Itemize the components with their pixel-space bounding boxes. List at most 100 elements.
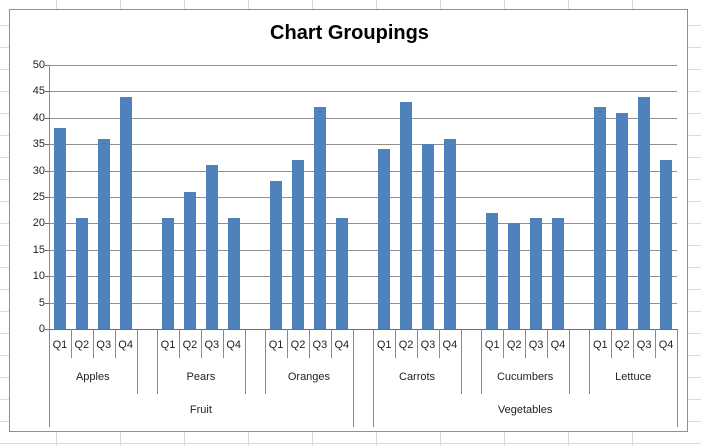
bar-lettuce-q2[interactable] <box>616 113 629 329</box>
quarter-label: Q2 <box>614 339 630 351</box>
y-axis-label: 5 <box>38 297 45 309</box>
quarter-label: Q4 <box>442 339 458 351</box>
bar-oranges-q4[interactable] <box>335 218 348 329</box>
gridline <box>49 118 677 119</box>
quarter-separator-line <box>417 329 419 358</box>
quarter-separator-line <box>287 329 289 358</box>
y-axis-label: 0 <box>38 323 45 335</box>
bar-cucumbers-q4[interactable] <box>551 218 564 329</box>
bar-pears-q3[interactable] <box>205 165 218 329</box>
y-axis-tick <box>45 91 49 92</box>
quarter-separator-line <box>200 329 202 358</box>
x-axis-line <box>49 329 677 330</box>
group-boundary-line <box>460 329 462 394</box>
gridline <box>49 303 677 304</box>
quarter-separator-line <box>547 329 549 358</box>
bar-apples-q4[interactable] <box>119 97 132 329</box>
y-axis-label: 10 <box>32 270 45 282</box>
quarter-label: Q2 <box>74 339 90 351</box>
y-axis-label: 15 <box>32 244 45 256</box>
bar-chart[interactable]: Chart Groupings 0 5 10 15 20 25 30 35 40 45 50 Q1 Q2… <box>9 9 688 432</box>
quarter-label: Q3 <box>528 339 544 351</box>
bar-pears-q2[interactable] <box>183 192 196 329</box>
quarter-separator-line <box>395 329 397 358</box>
y-axis-tick <box>45 171 49 172</box>
quarter-separator-line <box>330 329 332 358</box>
quarter-separator-line <box>438 329 440 358</box>
category-boundary-line <box>677 329 678 427</box>
gridline <box>49 171 677 172</box>
y-axis-tick <box>45 276 49 277</box>
quarter-label: Q3 <box>96 339 112 351</box>
group-boundary-line <box>157 329 159 394</box>
bar-cucumbers-q1[interactable] <box>486 213 499 329</box>
quarter-label: Q3 <box>312 339 328 351</box>
bar-oranges-q1[interactable] <box>270 181 283 329</box>
quarter-label: Q4 <box>334 339 350 351</box>
y-axis-tick <box>45 303 49 304</box>
gridline <box>49 250 677 251</box>
quarter-separator-line <box>114 329 116 358</box>
quarter-label: Q1 <box>52 339 68 351</box>
bar-carrots-q1[interactable] <box>378 149 391 329</box>
product-label-apples: Apples <box>75 371 110 383</box>
bar-carrots-q4[interactable] <box>443 139 456 329</box>
group-boundary-line <box>373 329 375 427</box>
product-label-oranges: Oranges <box>287 371 331 383</box>
quarter-label: Q1 <box>592 339 608 351</box>
bar-apples-q2[interactable] <box>75 218 88 329</box>
bar-cucumbers-q3[interactable] <box>530 218 543 329</box>
bar-pears-q1[interactable] <box>162 218 175 329</box>
y-axis-tick <box>45 144 49 145</box>
y-axis-label: 25 <box>32 191 45 203</box>
group-boundary-line <box>568 329 570 394</box>
quarter-label: Q1 <box>160 339 176 351</box>
bar-cucumbers-q2[interactable] <box>508 223 521 329</box>
bar-oranges-q2[interactable] <box>292 160 304 329</box>
quarter-separator-line <box>308 329 310 358</box>
bar-carrots-q3[interactable] <box>421 144 434 329</box>
product-label-carrots: Carrots <box>399 371 436 383</box>
quarter-label: Q2 <box>182 339 198 351</box>
y-axis-tick <box>45 118 49 119</box>
quarter-label: Q3 <box>420 339 436 351</box>
y-axis-label: 30 <box>32 165 45 177</box>
gridline <box>49 276 677 277</box>
quarter-separator-line <box>525 329 527 358</box>
quarter-label: Q1 <box>484 339 500 351</box>
bar-lettuce-q4[interactable] <box>660 160 673 329</box>
quarter-label: Q4 <box>118 339 133 351</box>
group-boundary-line <box>352 329 354 427</box>
quarter-separator-line <box>655 329 657 358</box>
y-axis-label: 50 <box>32 59 45 71</box>
y-axis-label: 20 <box>32 217 45 229</box>
quarter-separator-line <box>633 329 635 358</box>
y-axis-tick <box>45 223 49 224</box>
bar-carrots-q2[interactable] <box>400 102 413 329</box>
y-axis-label: 45 <box>32 85 45 97</box>
quarter-separator-line <box>222 329 224 358</box>
bar-lettuce-q3[interactable] <box>638 97 651 329</box>
quarter-separator-line <box>503 329 505 358</box>
quarter-label: Q4 <box>658 339 674 351</box>
product-label-pears: Pears <box>186 371 216 383</box>
quarter-label: Q2 <box>506 339 522 351</box>
gridline <box>49 197 677 198</box>
bar-oranges-q3[interactable] <box>313 107 326 329</box>
group-boundary-line <box>481 329 483 394</box>
bar-apples-q3[interactable] <box>97 139 110 329</box>
gridline <box>49 223 677 224</box>
chart-title: Chart Groupings <box>270 22 429 44</box>
group-boundary-line <box>244 329 246 394</box>
quarter-label: Q1 <box>376 339 392 351</box>
bar-apples-q1[interactable] <box>53 128 66 329</box>
y-axis-tick <box>45 250 49 251</box>
quarter-label: Q4 <box>226 339 242 351</box>
bar-pears-q4[interactable] <box>227 218 240 329</box>
bar-lettuce-q1[interactable] <box>594 107 607 329</box>
quarter-label: Q2 <box>290 339 306 351</box>
group-boundary-line <box>136 329 138 394</box>
y-axis-tick <box>45 329 49 330</box>
group-boundary-line <box>265 329 267 394</box>
group-boundary-line <box>589 329 591 394</box>
